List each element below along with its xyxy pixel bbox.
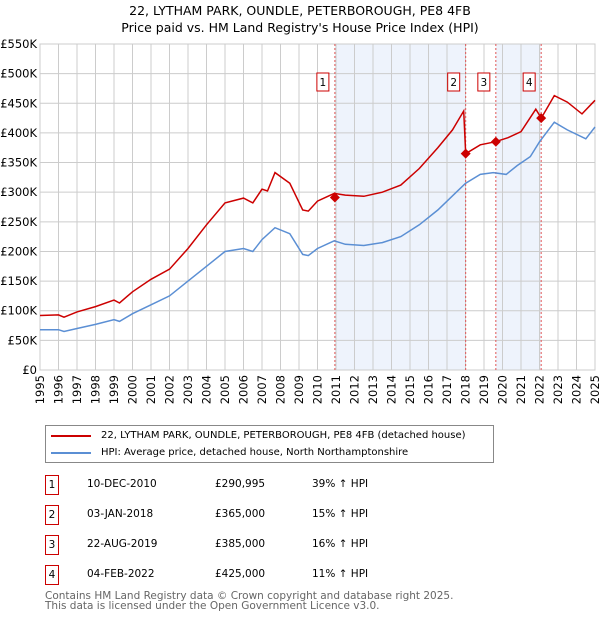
y-tick-label: £350K	[0, 156, 37, 170]
legend-item-hpi: HPI: Average price, detached house, Nort…	[51, 447, 408, 458]
x-tick-label: 2023	[551, 375, 565, 404]
hpi-line	[40, 121, 596, 333]
y-tick-label: £100K	[0, 304, 37, 318]
sale-point	[536, 113, 547, 124]
legend-label-hpi: HPI: Average price, detached house, Nort…	[101, 447, 409, 458]
sale-point	[329, 192, 340, 203]
x-tick-label: 2001	[144, 375, 158, 404]
y-tick-label: £200K	[0, 244, 37, 258]
chart-title: 22, LYTHAM PARK, OUNDLE, PETERBOROUGH, P…	[129, 3, 471, 18]
sale-label-box: 4	[522, 72, 536, 92]
sale-label: 4	[526, 77, 533, 89]
x-tick-label: 1999	[107, 375, 121, 404]
legend-label-property: 22, LYTHAM PARK, OUNDLE, PETERBOROUGH, P…	[101, 430, 466, 441]
x-tick-label: 2000	[126, 375, 140, 404]
transaction-date: 22-AUG-2019	[87, 538, 158, 550]
x-tick-label: 2019	[477, 375, 491, 404]
legend-swatch-property	[51, 434, 91, 437]
sale-label: 3	[480, 77, 487, 89]
transaction-row: 4 04-FEB-2022 £425,000 11% ↑ HPI	[45, 565, 445, 585]
transaction-hpi-change: 39% ↑ HPI	[312, 478, 369, 490]
sale-label-border	[316, 72, 330, 92]
x-tick-label: 2016	[422, 375, 436, 404]
x-tick-label: 1998	[89, 375, 103, 404]
x-tick-label: 2018	[459, 375, 473, 404]
property-price-line	[39, 94, 596, 319]
sale-label-border	[477, 72, 491, 92]
sale-label: 2	[450, 77, 457, 89]
transaction-number-badge: 2	[45, 505, 59, 525]
x-tick-label: 2014	[385, 375, 399, 404]
x-tick-label: 2009	[292, 375, 306, 404]
x-tick-label: 2013	[366, 375, 380, 404]
legend-swatch-hpi	[51, 451, 91, 454]
chart-subtitle: Price paid vs. HM Land Registry's House …	[121, 20, 479, 35]
x-tick-label: 2017	[440, 375, 454, 404]
x-tick-label: 2021	[514, 375, 528, 404]
transaction-number-badge: 1	[45, 475, 59, 495]
transaction-number-badge: 4	[45, 565, 59, 585]
legend-item-property: 22, LYTHAM PARK, OUNDLE, PETERBOROUGH, P…	[51, 430, 466, 441]
x-tick-label: 2005	[218, 375, 232, 404]
x-tick-label: 2024	[570, 375, 584, 404]
sale-label-border	[447, 72, 461, 92]
y-tick-label: £550K	[0, 37, 37, 51]
sale-point	[460, 148, 471, 159]
x-tick-label: 2010	[311, 375, 325, 404]
sale-label-border	[522, 72, 536, 92]
sale-point	[490, 136, 501, 147]
x-tick-label: 2006	[237, 375, 251, 404]
x-tick-label: 2020	[496, 375, 510, 404]
shaded-period	[495, 44, 542, 370]
x-tick-label: 1996	[52, 375, 66, 404]
x-tick-label: 2007	[255, 375, 269, 404]
transaction-row: 2 03-JAN-2018 £365,000 15% ↑ HPI	[45, 505, 445, 525]
transaction-price: £365,000	[215, 508, 266, 520]
transaction-row: 3 22-AUG-2019 £385,000 16% ↑ HPI	[45, 535, 445, 555]
footer-line-1: Contains HM Land Registry data © Crown c…	[45, 590, 454, 602]
transaction-number-badge: 3	[45, 535, 59, 555]
x-tick-label: 1997	[70, 375, 84, 404]
transaction-hpi-change: 11% ↑ HPI	[312, 568, 369, 580]
y-tick-label: £300K	[0, 185, 37, 199]
legend: 22, LYTHAM PARK, OUNDLE, PETERBOROUGH, P…	[45, 425, 494, 463]
shaded-period	[334, 44, 466, 370]
x-tick-label: 2011	[329, 375, 343, 404]
x-tick-label: 2004	[200, 375, 214, 404]
transaction-price: £385,000	[215, 538, 266, 550]
transaction-date: 10-DEC-2010	[87, 478, 157, 490]
y-tick-label: £0	[22, 363, 37, 377]
x-tick-label: 2002	[163, 375, 177, 404]
transaction-hpi-change: 16% ↑ HPI	[312, 538, 369, 550]
sale-label-box: 1	[316, 72, 330, 92]
sale-label-box: 3	[477, 72, 491, 92]
transaction-date: 04-FEB-2022	[87, 568, 155, 580]
x-tick-label: 2008	[274, 375, 288, 404]
footer-line-2: This data is licensed under the Open Gov…	[45, 600, 380, 612]
x-tick-label: 2025	[588, 375, 600, 404]
y-tick-label: £250K	[0, 215, 37, 229]
plot-frame	[39, 43, 596, 371]
transaction-price: £290,995	[215, 478, 266, 490]
transaction-row: 1 10-DEC-2010 £290,995 39% ↑ HPI	[45, 475, 445, 495]
x-tick-label: 1995	[33, 375, 47, 404]
x-tick-label: 2012	[348, 375, 362, 404]
footer: Contains HM Land Registry data © Crown c…	[45, 590, 454, 612]
y-tick-label: £50K	[8, 333, 38, 347]
y-tick-label: £150K	[0, 274, 37, 288]
y-tick-label: £400K	[0, 126, 37, 140]
sale-label: 1	[320, 77, 327, 89]
transaction-price: £425,000	[215, 568, 266, 580]
transaction-date: 03-JAN-2018	[87, 508, 154, 520]
y-tick-label: £450K	[0, 96, 37, 110]
x-tick-label: 2022	[533, 375, 547, 404]
x-tick-label: 2003	[181, 375, 195, 404]
x-tick-label: 2015	[403, 375, 417, 404]
transaction-hpi-change: 15% ↑ HPI	[312, 508, 369, 520]
y-tick-label: £500K	[0, 67, 37, 81]
price-chart: £0 £50K £100K £150K £200K £250K £300K £350K £400…	[0, 37, 600, 404]
sale-label-box: 2	[447, 72, 461, 92]
